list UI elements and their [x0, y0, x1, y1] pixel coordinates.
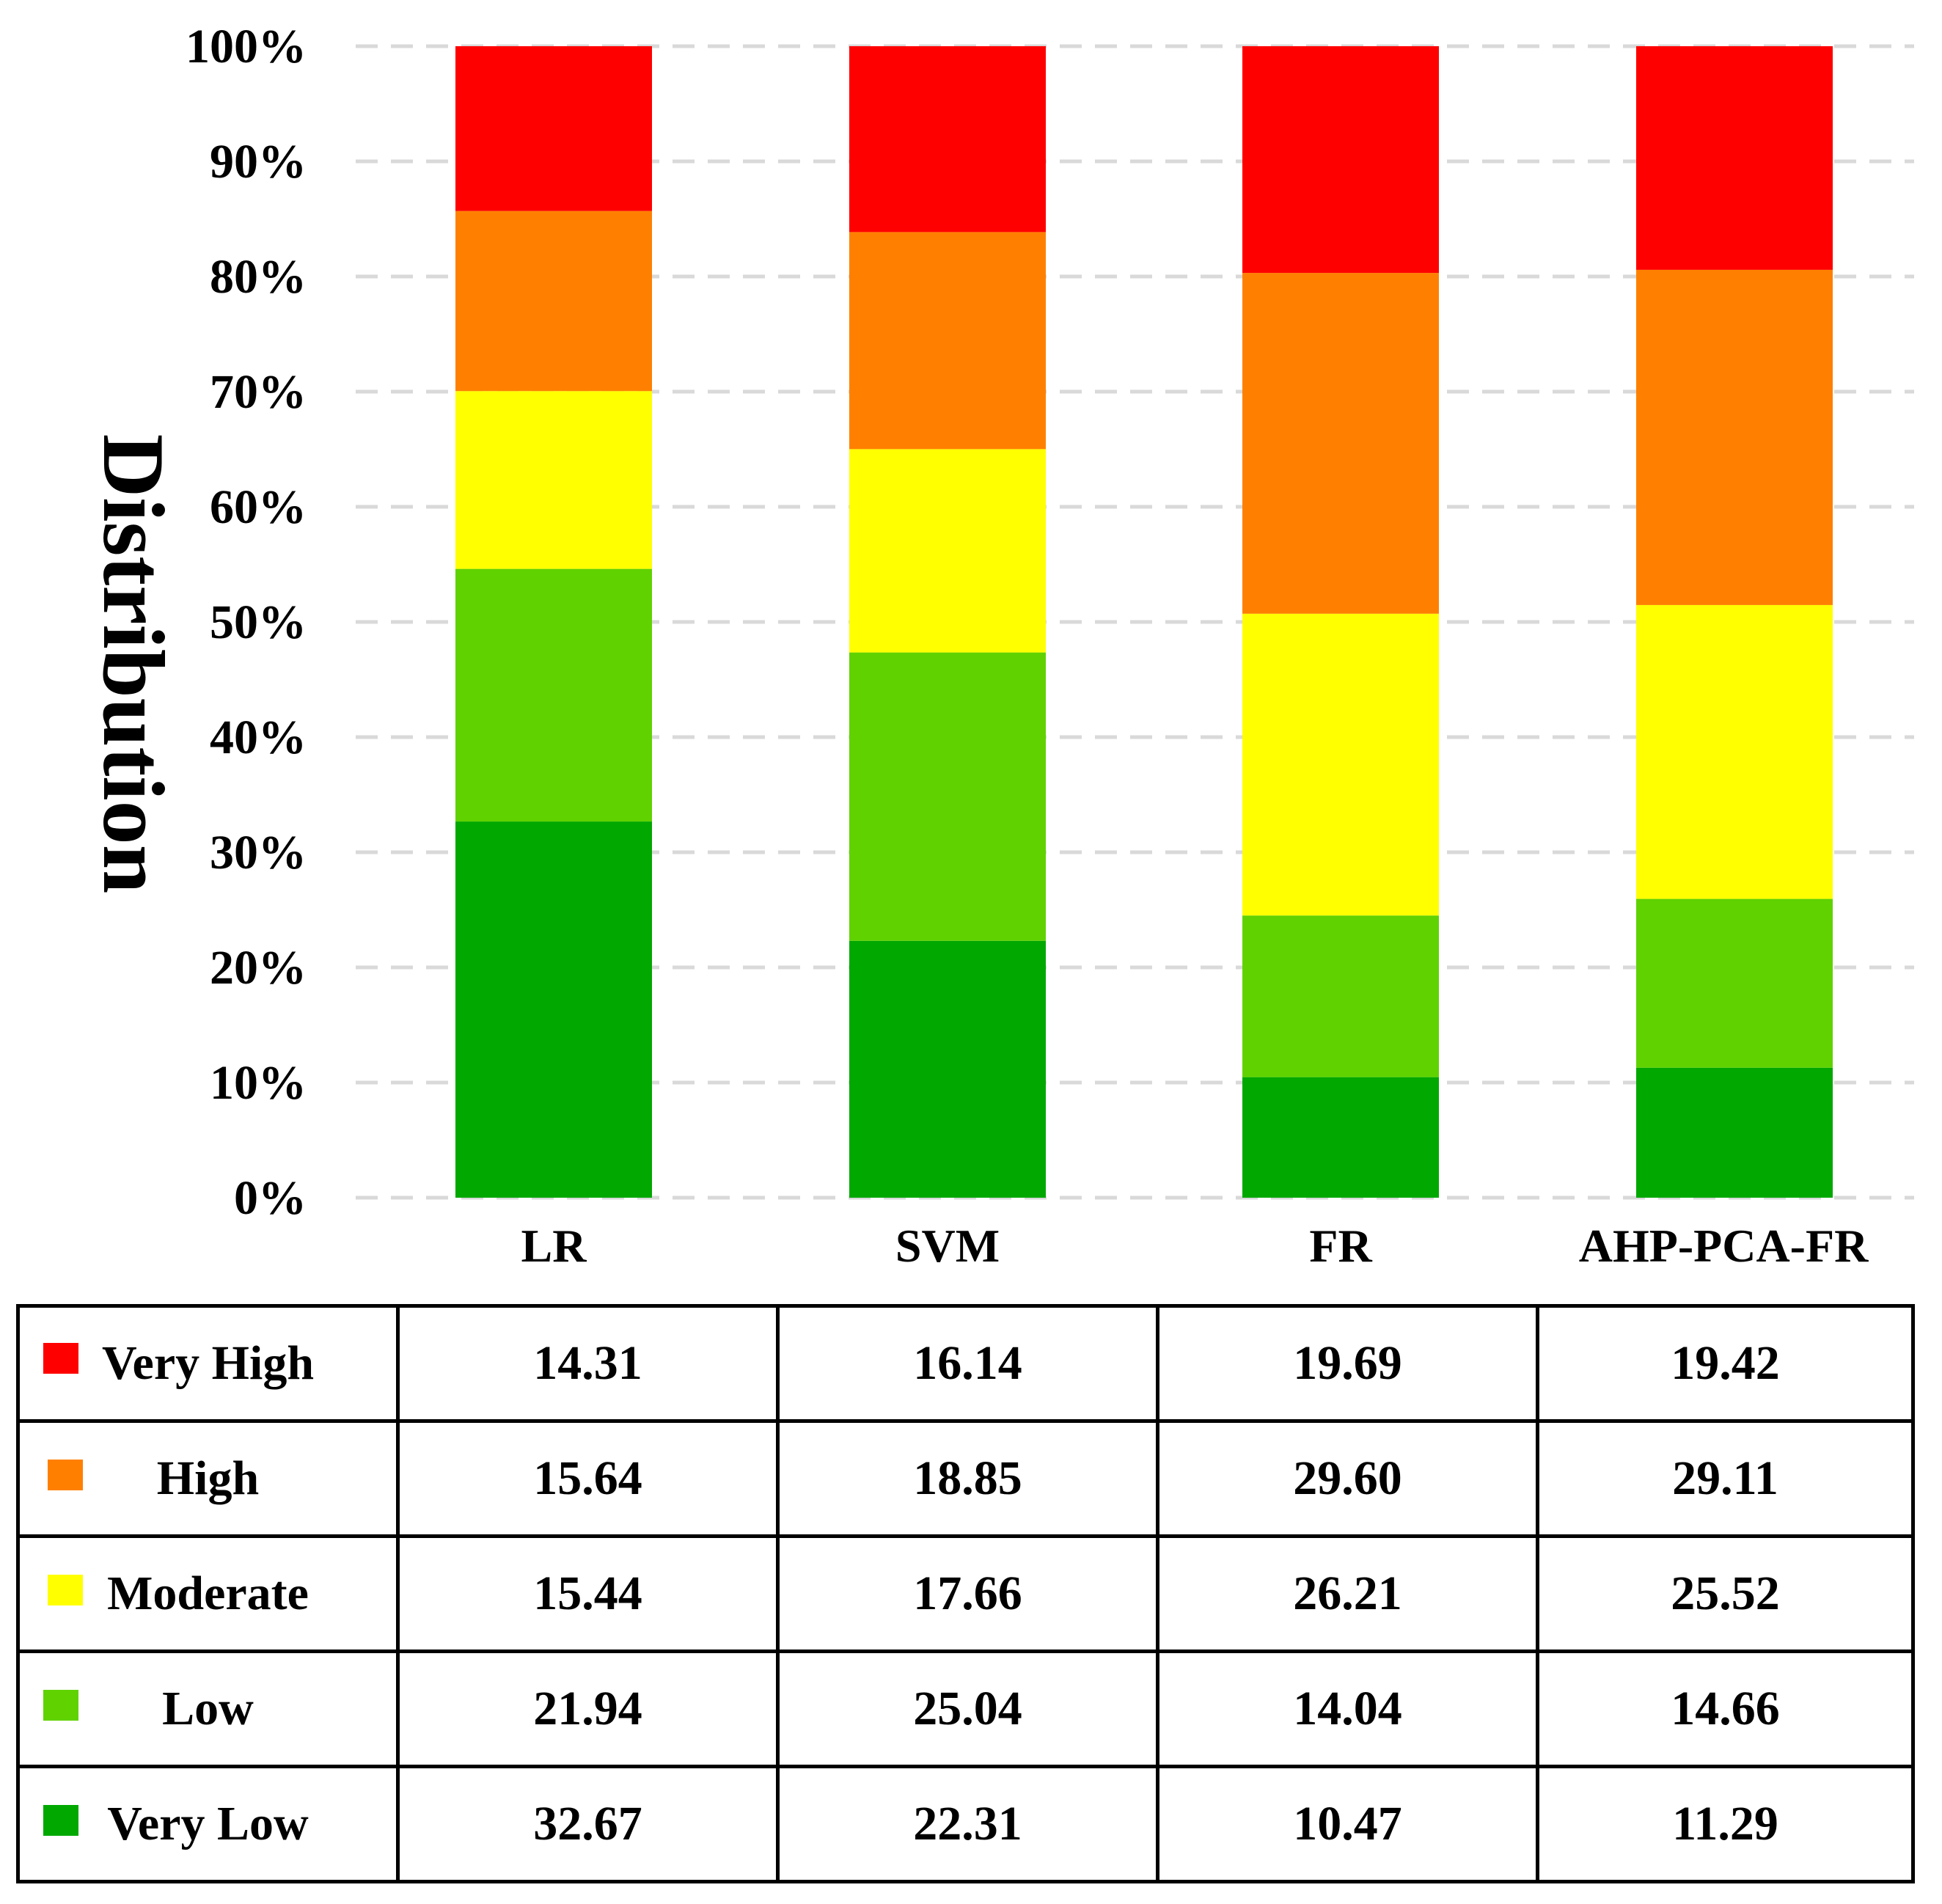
bar-segment-high — [1242, 273, 1439, 614]
table-cell: 21.94 — [396, 1649, 780, 1768]
bar-segment-high — [849, 232, 1046, 450]
bar-segment-very-low — [849, 940, 1046, 1198]
y-tick-label: 10% — [210, 1056, 307, 1110]
row-label: Low — [162, 1682, 254, 1735]
data-table: Very High 14.31 16.14 19.69 19.42 High 15.64 18… — [16, 1304, 1915, 1883]
legend-swatch — [43, 1690, 78, 1721]
table-cell: 11.29 — [1536, 1765, 1915, 1883]
table-cell: 14.04 — [1156, 1649, 1539, 1768]
legend-swatch — [48, 1575, 83, 1605]
bars — [455, 46, 1833, 1198]
x-axis-ticks: LR SVM FR AHP-PCA-FR — [521, 1220, 1869, 1272]
y-tick-label: 20% — [210, 941, 307, 995]
y-tick-label: 90% — [210, 135, 307, 188]
row-header: Very Low — [16, 1765, 400, 1883]
y-tick-label: 80% — [210, 250, 307, 304]
bar-segment-low — [1242, 915, 1439, 1077]
y-tick-label: 70% — [210, 365, 307, 419]
bar-segment-moderate — [455, 391, 652, 569]
table-cell: 14.66 — [1536, 1649, 1915, 1768]
bar-segment-very-high — [849, 46, 1046, 232]
row-header: High — [16, 1419, 400, 1538]
row-header: Low — [16, 1649, 400, 1768]
table-cell: 25.04 — [776, 1649, 1159, 1768]
bar-segment-moderate — [1242, 613, 1439, 916]
table-cell: 22.31 — [776, 1765, 1159, 1883]
bar-segment-very-high — [1636, 46, 1833, 270]
table-cell: 32.67 — [396, 1765, 780, 1883]
table-row: Low 21.94 25.04 14.04 14.66 — [16, 1649, 1915, 1768]
table-cell: 19.69 — [1156, 1304, 1539, 1423]
row-header: Very High — [16, 1304, 400, 1423]
bar-segment-very-low — [1636, 1067, 1833, 1198]
bar-segment-very-low — [1242, 1077, 1439, 1198]
legend-swatch — [43, 1805, 78, 1836]
stacked-bar-chart: 0% 10% 20% 30% 40% 50% 60% 70% 80% 90% 100% LR SVM F… — [85, 20, 1914, 1272]
table-row: Moderate 15.44 17.66 26.21 25.52 — [16, 1534, 1915, 1653]
legend-swatch — [43, 1343, 78, 1374]
bar-segment-moderate — [849, 449, 1046, 653]
bar-segment-low — [1636, 898, 1833, 1068]
x-tick-label: LR — [521, 1220, 587, 1272]
table-cell: 15.44 — [396, 1534, 780, 1653]
table-cell: 17.66 — [776, 1534, 1159, 1653]
table-cell: 16.14 — [776, 1304, 1159, 1423]
table-row: Very Low 32.67 22.31 10.47 11.29 — [16, 1765, 1915, 1883]
row-label: Moderate — [107, 1567, 309, 1620]
y-tick-label: 40% — [210, 711, 307, 764]
row-label: Very High — [101, 1336, 315, 1390]
bar-segment-low — [455, 568, 652, 822]
table-cell: 29.11 — [1536, 1419, 1915, 1538]
x-tick-label: SVM — [895, 1220, 1000, 1272]
table-cell: 10.47 — [1156, 1765, 1539, 1883]
bar-segment-moderate — [1636, 604, 1833, 899]
bar-segment-very-high — [1242, 46, 1439, 274]
bar-segment-high — [1636, 269, 1833, 605]
bar-segment-low — [849, 652, 1046, 941]
bar-segment-high — [455, 210, 652, 392]
table-cell: 15.64 — [396, 1419, 780, 1538]
y-tick-label: 0% — [234, 1171, 307, 1225]
table-cell: 26.21 — [1156, 1534, 1539, 1653]
y-tick-label: 100% — [186, 20, 307, 73]
row-label: Very Low — [107, 1797, 309, 1850]
row-header: Moderate — [16, 1534, 400, 1653]
bar-segment-very-low — [455, 821, 652, 1198]
x-tick-label: FR — [1309, 1220, 1372, 1272]
y-tick-label: 50% — [210, 596, 307, 649]
table-cell: 14.31 — [396, 1304, 780, 1423]
table-cell: 29.60 — [1156, 1419, 1539, 1538]
bar-segment-very-high — [455, 46, 652, 211]
row-label: High — [156, 1451, 260, 1505]
table-row: Very High 14.31 16.14 19.69 19.42 — [16, 1304, 1915, 1423]
y-tick-label: 30% — [210, 826, 307, 879]
y-axis-label: Distribution — [85, 434, 183, 894]
table-cell: 25.52 — [1536, 1534, 1915, 1653]
legend-swatch — [48, 1460, 83, 1490]
table-cell: 19.42 — [1536, 1304, 1915, 1423]
table-row: High 15.64 18.85 29.60 29.11 — [16, 1419, 1915, 1538]
y-axis-ticks: 0% 10% 20% 30% 40% 50% 60% 70% 80% 90% 100% — [186, 20, 307, 1225]
x-tick-label: AHP-PCA-FR — [1579, 1220, 1869, 1272]
table-cell: 18.85 — [776, 1419, 1159, 1538]
y-tick-label: 60% — [210, 480, 307, 534]
